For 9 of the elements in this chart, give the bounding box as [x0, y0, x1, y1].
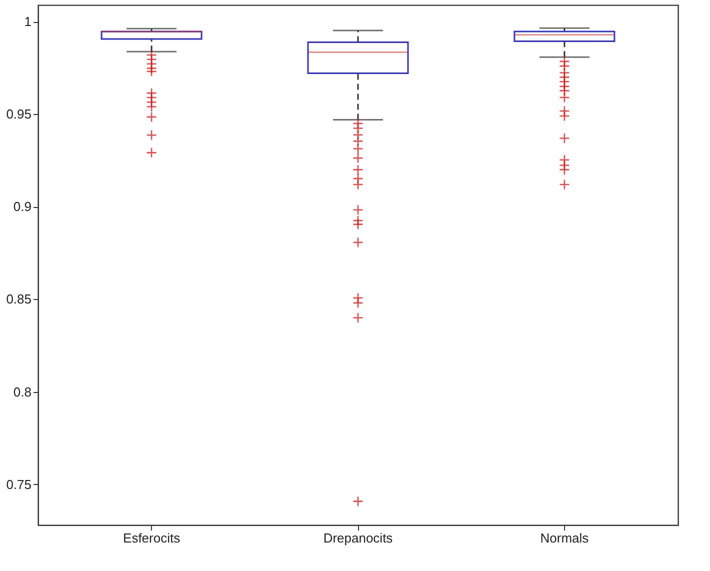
y-tick-label: 0.8	[13, 384, 32, 400]
y-tick-label: 0.85	[6, 292, 32, 307]
x-tick-label: Drepanocits	[323, 530, 394, 546]
y-tick-label: 0.95	[6, 106, 32, 122]
y-tick-label: 0.9	[13, 199, 32, 214]
x-tick-label: Esferocits	[123, 530, 181, 546]
y-tick-label: 1	[24, 14, 32, 30]
x-tick-label: Normals	[540, 530, 590, 546]
y-tick-label: 0.75	[6, 476, 32, 492]
